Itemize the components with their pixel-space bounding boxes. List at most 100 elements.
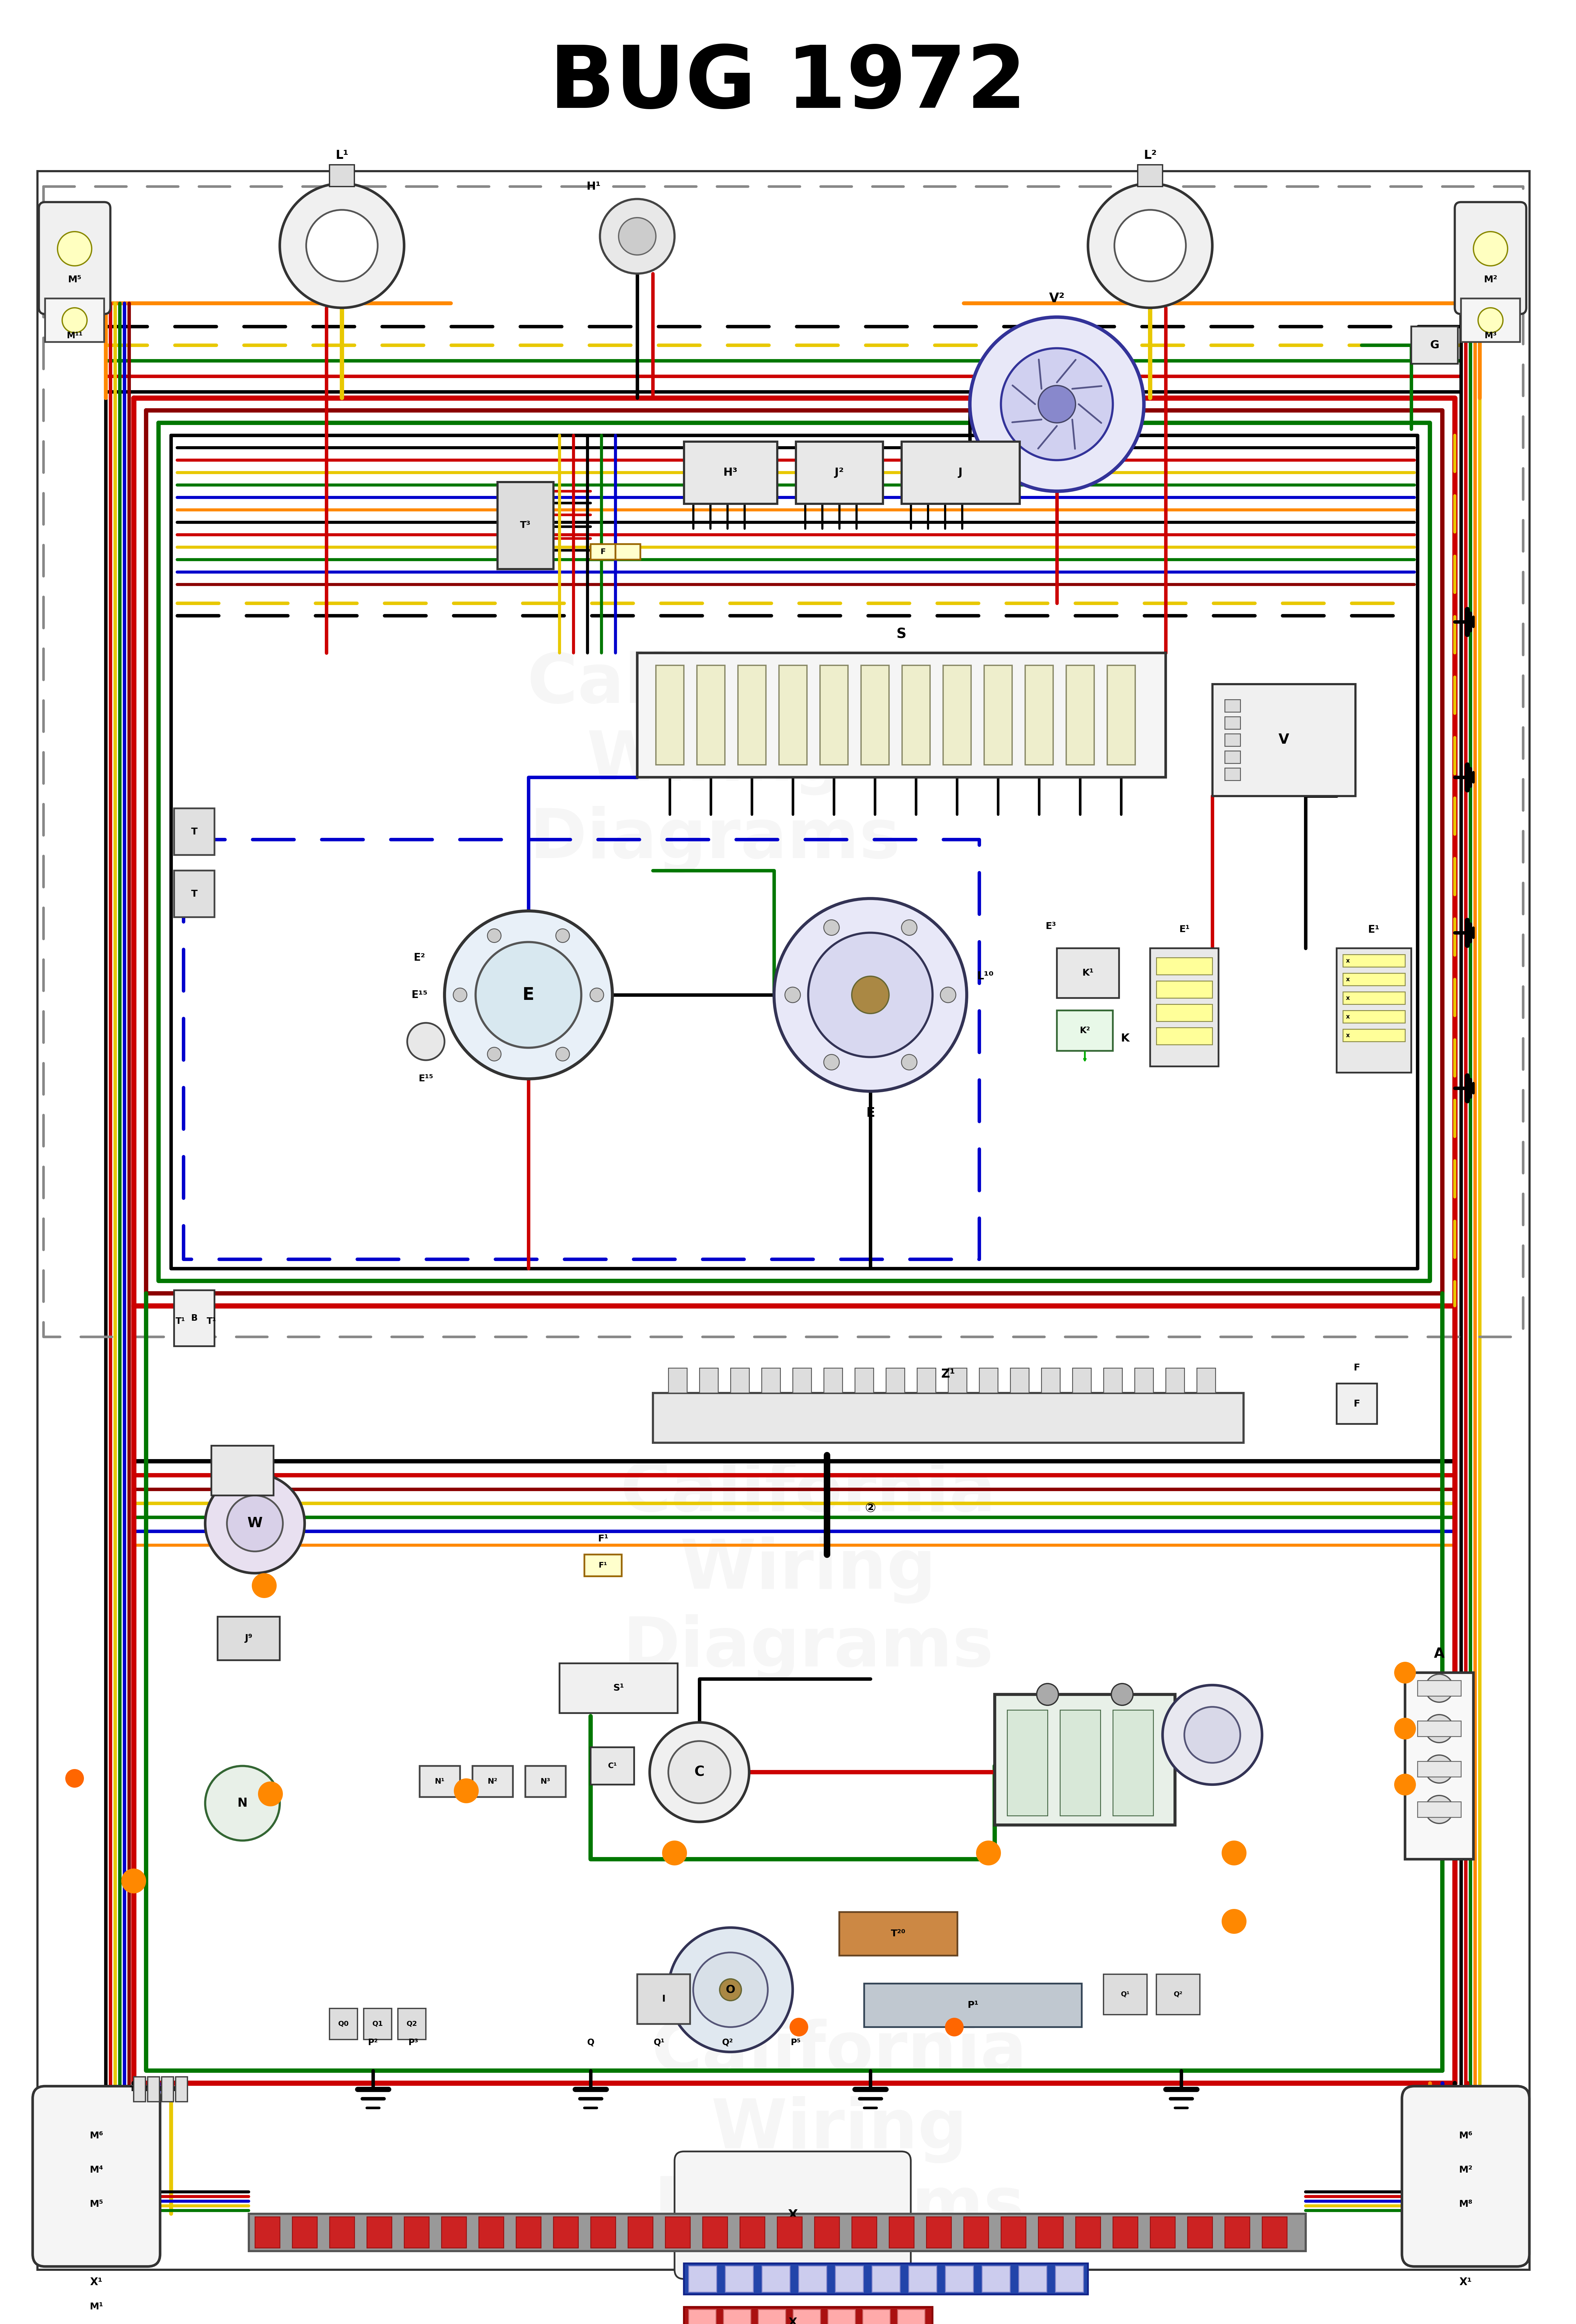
Bar xyxy=(840,1913,957,1954)
Circle shape xyxy=(901,920,917,934)
Circle shape xyxy=(281,184,403,307)
Text: K²: K² xyxy=(1080,1027,1091,1034)
Circle shape xyxy=(901,1055,917,1069)
Circle shape xyxy=(1395,1773,1415,1796)
Text: L¹: L¹ xyxy=(336,149,348,160)
Bar xyxy=(684,2308,933,2324)
Text: E²: E² xyxy=(414,953,426,962)
Bar xyxy=(1135,1369,1154,1392)
Circle shape xyxy=(1425,1673,1453,1701)
Circle shape xyxy=(785,988,801,1002)
FancyBboxPatch shape xyxy=(39,202,110,314)
Bar xyxy=(585,1555,621,1576)
Bar xyxy=(419,1766,460,1796)
Bar xyxy=(684,442,777,504)
Circle shape xyxy=(487,1048,501,1062)
Bar xyxy=(1042,1369,1061,1392)
Bar xyxy=(684,2264,1087,2294)
Text: California: California xyxy=(651,2020,1028,2085)
Circle shape xyxy=(668,1741,731,1803)
Bar xyxy=(796,442,883,504)
Text: T¹: T¹ xyxy=(175,1318,184,1325)
Text: I: I xyxy=(662,1994,665,2003)
Text: E: E xyxy=(865,1106,875,1120)
Bar xyxy=(668,1369,687,1392)
Bar xyxy=(982,2266,1010,2291)
Bar xyxy=(983,665,1012,765)
Bar xyxy=(441,2217,466,2247)
Circle shape xyxy=(790,2017,808,2036)
Bar xyxy=(1461,297,1519,342)
Circle shape xyxy=(121,1868,147,1894)
Text: T¹: T¹ xyxy=(158,2087,165,2092)
Bar xyxy=(637,1973,690,2024)
Text: N: N xyxy=(238,1796,247,1808)
Bar xyxy=(1075,2217,1100,2247)
Bar xyxy=(761,1369,780,1392)
Circle shape xyxy=(824,1055,840,1069)
Bar xyxy=(864,1985,1081,2027)
Bar xyxy=(835,2266,864,2291)
Bar xyxy=(700,1369,719,1392)
Text: T¹: T¹ xyxy=(206,1318,216,1325)
Text: N³: N³ xyxy=(541,1778,550,1785)
Bar xyxy=(515,2217,541,2247)
Bar xyxy=(901,442,1020,504)
Circle shape xyxy=(649,1722,749,1822)
Circle shape xyxy=(1163,1685,1262,1785)
Text: C: C xyxy=(695,1766,704,1778)
Text: G: G xyxy=(1429,339,1439,351)
Text: Wiring: Wiring xyxy=(586,727,843,795)
Bar xyxy=(851,2217,876,2247)
Text: P²: P² xyxy=(367,2038,378,2047)
Circle shape xyxy=(306,209,378,281)
Text: T²⁰: T²⁰ xyxy=(890,1929,906,1938)
Bar xyxy=(217,1618,281,1659)
Bar xyxy=(758,2310,785,2324)
Bar xyxy=(860,665,889,765)
Bar xyxy=(1103,1369,1122,1392)
Bar xyxy=(175,2078,188,2101)
Bar xyxy=(1262,2217,1288,2247)
Circle shape xyxy=(1039,386,1075,423)
Text: N²: N² xyxy=(487,1778,498,1785)
Text: x: x xyxy=(1346,957,1351,964)
Circle shape xyxy=(1111,1683,1133,1706)
Circle shape xyxy=(619,218,656,256)
Bar xyxy=(739,2217,764,2247)
Bar xyxy=(1103,1973,1147,2015)
Circle shape xyxy=(662,1841,687,1866)
Text: T¹: T¹ xyxy=(129,2087,137,2092)
Bar xyxy=(637,653,1166,776)
Text: E: E xyxy=(523,985,534,1004)
Bar xyxy=(134,2078,145,2101)
FancyBboxPatch shape xyxy=(1455,202,1526,314)
Text: H³: H³ xyxy=(723,467,738,479)
Bar xyxy=(820,665,848,765)
Bar xyxy=(1157,1973,1199,2015)
Text: x: x xyxy=(1346,1032,1351,1039)
Bar xyxy=(963,2217,988,2247)
Text: T¹: T¹ xyxy=(172,2087,180,2092)
Text: P¹: P¹ xyxy=(968,2001,979,2010)
Circle shape xyxy=(720,1980,741,2001)
Text: M⁶: M⁶ xyxy=(90,2131,102,2140)
Text: J: J xyxy=(958,467,963,479)
Circle shape xyxy=(976,1841,1001,1866)
Text: X: X xyxy=(788,2317,797,2324)
Bar xyxy=(1417,1762,1461,1778)
Bar xyxy=(1157,957,1212,974)
Text: X: X xyxy=(788,2208,797,2222)
Text: F: F xyxy=(600,548,605,555)
Circle shape xyxy=(941,988,957,1002)
Bar xyxy=(723,2310,750,2324)
Bar xyxy=(1108,665,1135,765)
Bar xyxy=(862,2310,890,2324)
Bar xyxy=(591,544,616,560)
FancyBboxPatch shape xyxy=(1403,2087,1529,2266)
Bar xyxy=(779,665,807,765)
Bar xyxy=(1343,992,1406,1004)
Text: x: x xyxy=(1346,976,1351,983)
Circle shape xyxy=(1184,1706,1240,1764)
Bar xyxy=(1113,1710,1154,1815)
